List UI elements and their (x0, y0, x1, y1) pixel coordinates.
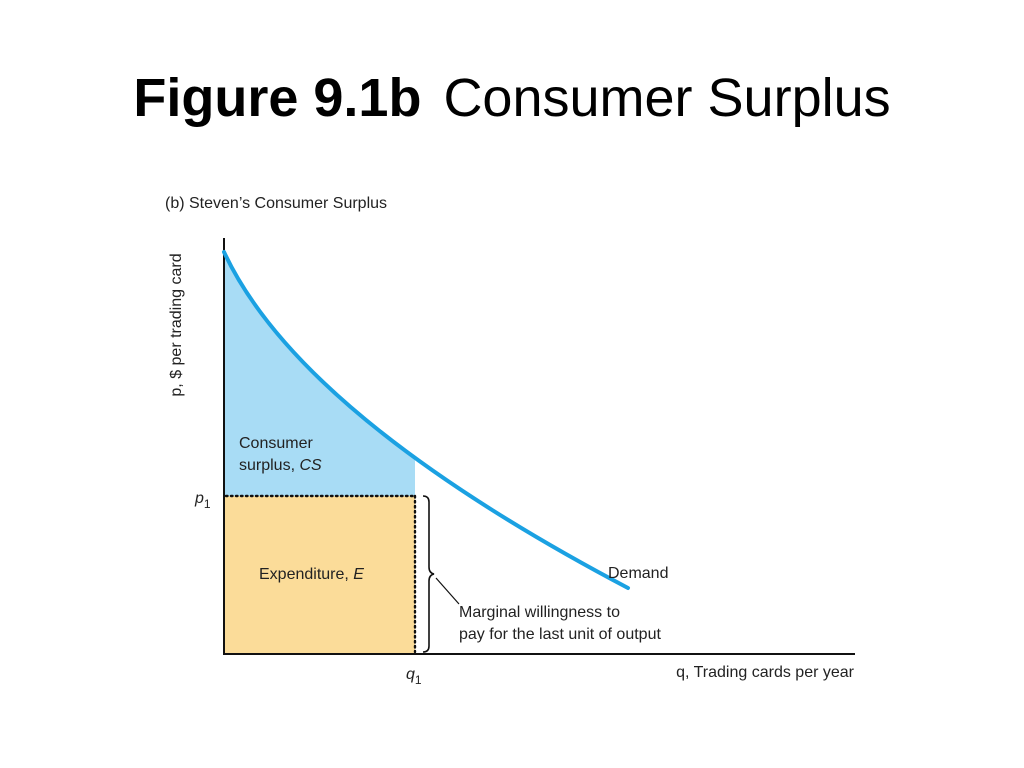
figure-title: Consumer Surplus (443, 68, 891, 128)
annotation-leader-line (435, 577, 460, 605)
slide-title: Figure 9.1b Consumer Surplus (0, 62, 1024, 134)
figure-number: Figure 9.1b (133, 68, 422, 128)
consumer-surplus-label: Consumer surplus, CS (239, 435, 322, 474)
x-axis-label: q, Trading cards per year (676, 664, 855, 681)
expenditure-area (224, 496, 415, 654)
expenditure-label: Expenditure, E (259, 566, 364, 583)
marginal-willingness-label: Marginal willingness to pay for the last… (459, 604, 661, 643)
chart-subtitle: (b) Steven’s Consumer Surplus (165, 195, 387, 212)
consumer-surplus-area (224, 252, 415, 496)
y-tick-label-p1: p1 (194, 490, 211, 511)
marginal-willingness-brace (422, 495, 435, 653)
x-tick-label-q1: q1 (406, 666, 422, 687)
demand-curve (222, 250, 630, 590)
y-axis-label: p, $ per trading card (168, 253, 185, 396)
consumer-surplus-label-line1: Consumer (239, 435, 313, 452)
demand-series-label: Demand (608, 565, 668, 582)
consumer-surplus-label-line2: surplus, CS (239, 457, 322, 474)
